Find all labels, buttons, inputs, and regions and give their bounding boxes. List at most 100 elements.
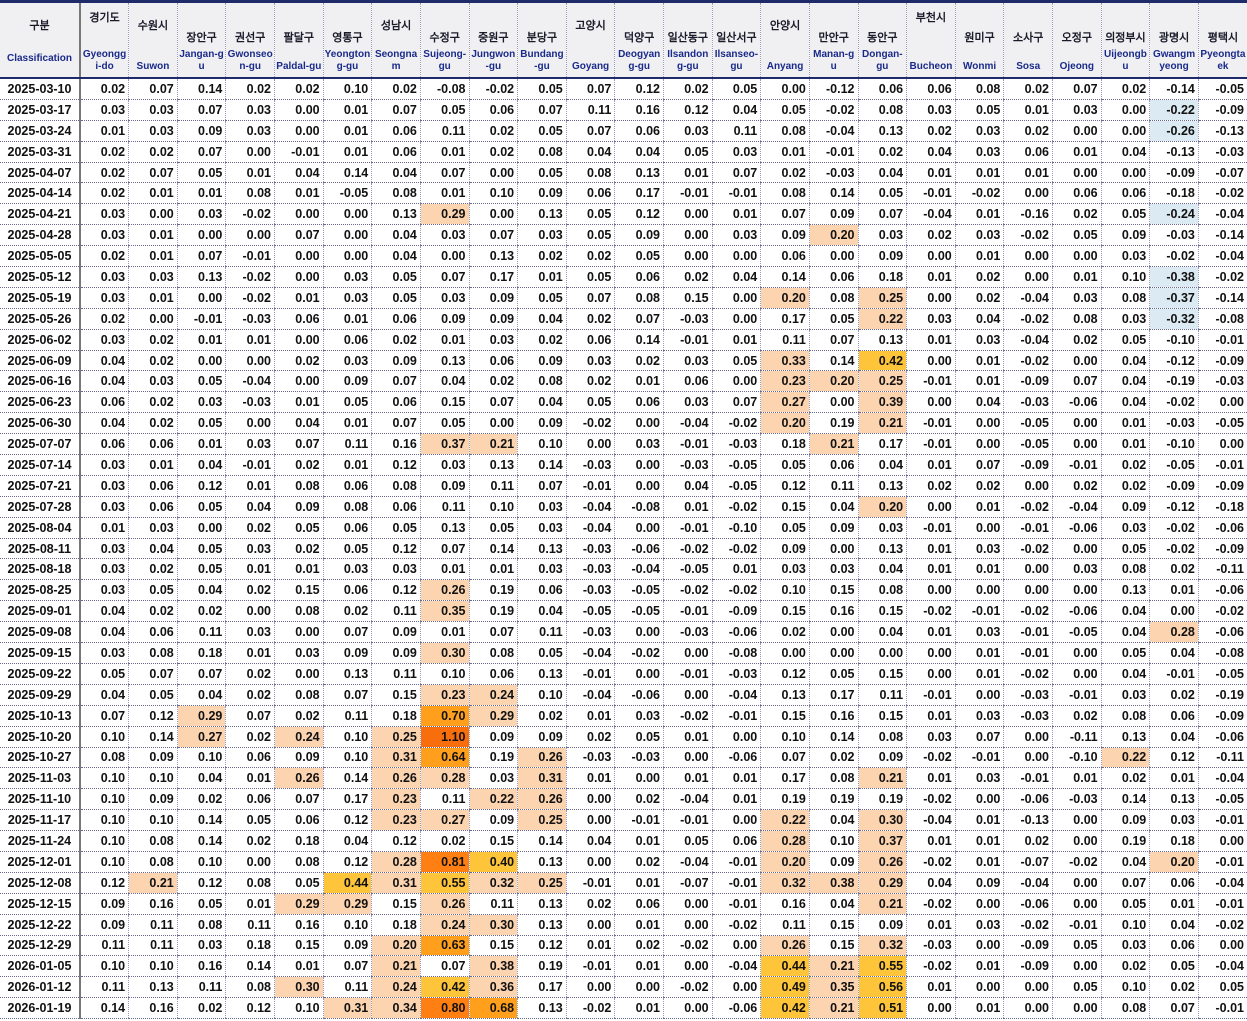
value-cell: 0.07 xyxy=(128,78,178,100)
value-cell: 0.06 xyxy=(1100,182,1150,205)
value-cell: 0.23 xyxy=(760,370,810,393)
value-cell: 0.03 xyxy=(857,517,907,539)
value-cell: 0.03 xyxy=(1052,558,1102,581)
value-cell: -0.12 xyxy=(808,78,858,100)
value-cell: 0.03 xyxy=(79,266,129,288)
value-cell: -0.14 xyxy=(1197,287,1247,309)
value-cell: 0.00 xyxy=(808,621,858,644)
column-header-bundang-gu: 분당구 Bundang-gu xyxy=(517,0,567,79)
value-cell: 0.08 xyxy=(274,475,324,497)
value-cell: 0.24 xyxy=(274,726,324,748)
value-cell: -0.02 xyxy=(663,705,713,727)
value-cell: 0.01 xyxy=(906,767,956,790)
value-cell: 0.01 xyxy=(1003,99,1053,121)
column-header-pyeongtaek: 평택시 Pyeongtaek xyxy=(1197,0,1247,79)
value-cell: 0.00 xyxy=(906,391,956,414)
value-cell: 0.07 xyxy=(274,433,324,456)
value-cell: 0.08 xyxy=(468,642,518,664)
value-cell: 0.00 xyxy=(954,788,1004,811)
table-row: 2025-09-15 0.03 0.08 0.18 0.01 0.03 0.09 0.09 0.… xyxy=(0,642,1247,664)
value-cell: 0.00 xyxy=(954,893,1004,915)
value-cell: 0.08 xyxy=(128,851,178,873)
value-cell: 0.13 xyxy=(468,245,518,268)
value-cell: 0.17 xyxy=(760,308,810,330)
value-cell: -0.04 xyxy=(1197,767,1247,790)
value-cell: 0.02 xyxy=(760,621,810,644)
value-cell: -0.07 xyxy=(663,872,713,894)
value-cell: 0.03 xyxy=(79,454,129,476)
value-cell: 0.04 xyxy=(1100,851,1150,873)
value-cell: 0.05 xyxy=(79,663,129,685)
column-label-en: Jungwon-gu xyxy=(471,49,516,72)
value-cell: 0.01 xyxy=(954,830,1004,852)
value-cell: 0.06 xyxy=(128,496,178,518)
value-cell: 0.17 xyxy=(322,788,372,811)
value-cell: -0.09 xyxy=(1003,935,1053,957)
value-cell: -0.04 xyxy=(663,788,713,811)
value-cell: 0.09 xyxy=(517,350,567,372)
value-cell: 0.03 xyxy=(79,224,129,247)
value-cell: 0.01 xyxy=(419,141,469,163)
value-cell: 0.01 xyxy=(906,266,956,288)
table-row: 2025-06-23 0.06 0.02 0.03 -0.03 0.01 0.05 0.06 0… xyxy=(0,391,1247,414)
value-cell: 0.05 xyxy=(468,517,518,539)
value-cell: 0.03 xyxy=(954,329,1004,351)
value-cell: 0.06 xyxy=(322,579,372,602)
column-label-en: Bundang-gu xyxy=(520,49,564,72)
value-cell: 0.21 xyxy=(808,433,858,456)
value-cell: 0.24 xyxy=(419,914,469,936)
value-cell: 0.01 xyxy=(954,370,1004,393)
value-cell: 0.02 xyxy=(565,308,615,330)
value-cell: 0.00 xyxy=(954,412,1004,435)
value-cell: 0.20 xyxy=(760,851,810,873)
value-cell: -0.08 xyxy=(1197,308,1247,330)
value-cell: 0.10 xyxy=(176,851,226,873)
table-row: 2025-09-29 0.04 0.05 0.04 0.02 0.08 0.07 0.15 0.… xyxy=(0,684,1247,706)
value-cell: 0.13 xyxy=(517,893,567,915)
value-cell: 0.13 xyxy=(176,266,226,288)
value-cell: 0.00 xyxy=(322,203,372,226)
table-row: 2025-06-16 0.04 0.03 0.05 -0.04 0.00 0.09 0.07 0… xyxy=(0,370,1247,393)
value-cell: 0.09 xyxy=(128,747,178,769)
value-cell: 0.01 xyxy=(419,329,469,351)
row-date: 2025-12-01 xyxy=(0,851,81,873)
value-cell: 0.03 xyxy=(128,517,178,539)
value-cell: 0.21 xyxy=(857,412,907,435)
value-cell: 0.22 xyxy=(760,809,810,832)
value-cell: 0.00 xyxy=(128,203,178,226)
column-header-goyang: 고양시 Goyang xyxy=(565,0,615,79)
column-header-gwonseon-gu: 권선구 Gwonseon-gu xyxy=(225,0,275,79)
value-cell: 0.01 xyxy=(614,370,664,393)
value-cell: -0.13 xyxy=(1197,120,1247,142)
value-cell: 0.04 xyxy=(711,266,761,288)
value-cell: 0.08 xyxy=(225,872,275,894)
value-cell: 0.02 xyxy=(906,120,956,142)
value-cell: 0.23 xyxy=(419,684,469,706)
row-date: 2025-07-21 xyxy=(0,475,81,497)
value-cell: 0.10 xyxy=(322,78,372,100)
value-cell: 0.09 xyxy=(954,872,1004,894)
value-cell: 0.05 xyxy=(663,141,713,163)
value-cell: 0.05 xyxy=(1052,976,1102,999)
value-cell: 0.15 xyxy=(663,287,713,309)
value-cell: 0.01 xyxy=(954,558,1004,581)
value-cell: -0.02 xyxy=(663,976,713,999)
value-cell: 0.06 xyxy=(1149,872,1199,894)
value-cell: 0.10 xyxy=(128,955,178,978)
value-cell: 0.00 xyxy=(1003,976,1053,999)
value-cell: 0.26 xyxy=(517,747,567,769)
value-cell: 0.01 xyxy=(906,914,956,936)
value-cell: -0.04 xyxy=(906,809,956,832)
value-cell: 0.05 xyxy=(760,517,810,539)
value-cell: 0.81 xyxy=(419,851,469,873)
value-cell: 0.06 xyxy=(614,266,664,288)
value-cell: 0.12 xyxy=(176,475,226,497)
value-cell: 0.00 xyxy=(663,684,713,706)
value-cell: 0.04 xyxy=(954,391,1004,414)
value-cell: 0.07 xyxy=(274,788,324,811)
value-cell: 0.00 xyxy=(1052,955,1102,978)
value-cell: -0.04 xyxy=(1197,203,1247,226)
value-cell: 0.06 xyxy=(322,475,372,497)
value-cell: 0.00 xyxy=(176,287,226,309)
